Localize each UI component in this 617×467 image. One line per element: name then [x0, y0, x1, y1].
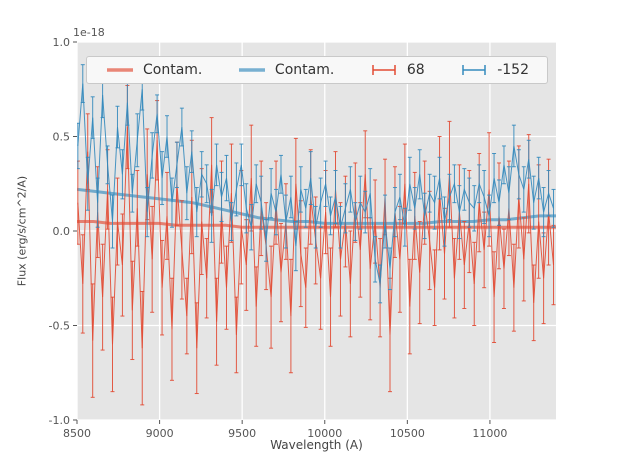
x-tick-label: 8500 — [63, 427, 91, 440]
x-tick-label: 10500 — [390, 427, 425, 440]
y-tick-label: -0.5 — [49, 320, 70, 333]
legend-item-minus152: -152 — [459, 62, 529, 78]
x-tick-label: 9000 — [146, 427, 174, 440]
legend-item-contam-red: Contam. — [105, 62, 202, 78]
legend-item-contam-blue: Contam. — [237, 62, 334, 78]
x-tick-label: 10000 — [307, 427, 342, 440]
legend-label-68: 68 — [406, 62, 425, 78]
x-tick-label: 11000 — [472, 427, 507, 440]
y-tick-label: 0.5 — [53, 131, 71, 144]
y-axis-title: Flux (erg/s/cm^2/A) — [15, 175, 29, 287]
y-tick-label: 1.0 — [53, 36, 71, 49]
blue-line-icon — [238, 68, 265, 72]
legend-item-68: 68 — [369, 62, 425, 78]
legend: Contam. Contam. 68 -152 — [86, 56, 548, 84]
y-tick-label: 0.0 — [53, 225, 71, 238]
legend-label-contam-red: Contam. — [143, 62, 203, 78]
red-line-icon — [107, 68, 133, 72]
blue-errorbar-icon — [462, 65, 486, 75]
x-tick-label: 9500 — [228, 427, 256, 440]
legend-label-contam-blue: Contam. — [274, 62, 335, 78]
y-axis-offset-label: 1e-18 — [73, 26, 105, 39]
legend-label-minus152: -152 — [497, 62, 529, 78]
x-axis-title: Wavelength (A) — [270, 438, 363, 452]
y-tick-label: -1.0 — [49, 414, 70, 427]
red-errorbar-icon — [372, 65, 396, 75]
